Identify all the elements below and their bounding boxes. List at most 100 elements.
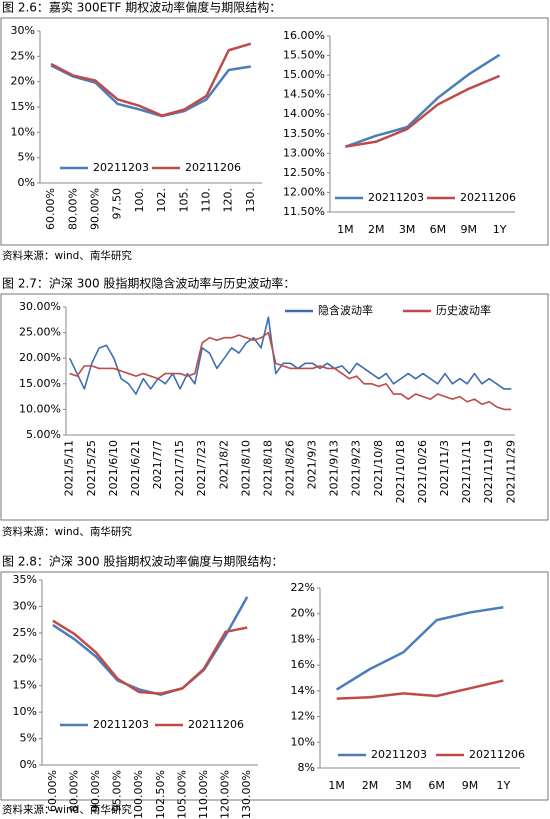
legend-label: 隐含波动率 (318, 303, 373, 317)
x-tick-label: 97.50 (111, 188, 124, 220)
y-tick-label: 14% (291, 684, 315, 697)
x-tick-label: 2021/8/26 (284, 440, 297, 496)
x-tick-label: 105. (177, 188, 190, 213)
y-tick-label: 12.50% (283, 166, 325, 179)
source: 资料来源：wind、南华研究 (2, 249, 132, 262)
x-tick-label: 100.00% (132, 770, 145, 819)
x-tick-label: 2021/8/2 (217, 440, 230, 489)
x-tick-label: 1Y (493, 223, 507, 236)
y-tick-label: 13.00% (283, 146, 325, 159)
y-tick-label: 30.00% (19, 300, 61, 313)
y-tick-label: 16.00% (283, 29, 325, 42)
series-line (68, 316, 512, 395)
y-tick-label: 30% (13, 599, 37, 612)
x-tick-label: 2021/6/21 (129, 440, 142, 496)
x-tick-label: 80.00% (67, 770, 80, 812)
caption: 图 2.6：嘉实 300ETF 期权波动率偏度与期限结构： (2, 0, 281, 15)
series-line (336, 679, 504, 700)
x-tick-label: 2021/7/23 (195, 440, 208, 496)
y-tick-label: 22% (291, 581, 315, 594)
y-tick-label: 5.00% (26, 428, 61, 441)
x-tick-label: 110.00% (197, 770, 210, 819)
x-tick-label: 102.50% (154, 770, 167, 819)
x-tick-label: 9M (461, 223, 478, 236)
y-tick-label: 10% (291, 735, 315, 748)
x-tick-label: 100. (133, 188, 146, 213)
x-tick-label: 2021/10/18 (394, 440, 407, 503)
x-tick-label: 9M (462, 779, 479, 792)
y-tick-label: 5% (20, 732, 37, 745)
y-tick-label: 0% (20, 758, 37, 771)
series-line (336, 606, 504, 691)
x-tick-label: 120. (222, 188, 235, 213)
x-tick-label: 130. (244, 188, 257, 213)
x-tick-label: 2021/10/8 (372, 440, 385, 496)
legend-label: 20211203 (93, 718, 149, 731)
x-tick-label: 1M (328, 779, 345, 792)
x-tick-label: 2M (368, 223, 385, 236)
x-tick-label: 1Y (496, 779, 510, 792)
series-line (69, 331, 512, 411)
x-tick-label: 2021/5/25 (85, 440, 98, 496)
y-tick-label: 20% (291, 607, 315, 620)
caption: 图 2.8：沪深 300 股指期权波动率偏度与期限结构： (2, 554, 283, 569)
x-tick-label: 2021/9/3 (306, 440, 319, 489)
x-tick-label: 2021/7/7 (151, 440, 164, 489)
x-tick-label: 110. (200, 188, 213, 213)
y-tick-label: 30% (11, 24, 35, 37)
legend-label: 20211206 (460, 191, 516, 204)
x-tick-label: 6M (428, 779, 445, 792)
y-tick-label: 12% (291, 710, 315, 723)
y-tick-label: 8% (298, 761, 315, 774)
x-tick-label: 130.00% (240, 770, 253, 819)
y-tick-label: 10% (11, 125, 35, 138)
legend-label: 20211206 (185, 161, 241, 174)
y-tick-label: 15.50% (283, 49, 325, 62)
x-tick-label: 90.00% (89, 188, 102, 230)
x-tick-label: 2021/7/15 (173, 440, 186, 496)
series-line (52, 619, 248, 695)
y-tick-label: 16% (291, 658, 315, 671)
y-tick-label: 25% (13, 626, 37, 639)
x-tick-label: 2021/9/13 (328, 440, 341, 496)
figure-frame (0, 293, 549, 521)
y-tick-label: 25.00% (19, 326, 61, 339)
x-tick-label: 90.00% (89, 770, 102, 812)
x-tick-label: 105.00% (175, 770, 188, 819)
y-tick-label: 12.00% (283, 185, 325, 198)
y-tick-label: 25% (11, 49, 35, 62)
y-tick-label: 0% (18, 176, 35, 189)
x-tick-label: 60.00% (44, 188, 57, 230)
y-tick-label: 14.00% (283, 107, 325, 120)
legend-label: 20211206 (188, 718, 244, 731)
x-tick-label: 3M (399, 223, 416, 236)
y-tick-label: 15.00% (19, 377, 61, 390)
y-tick-label: 20% (11, 75, 35, 88)
y-tick-label: 18% (291, 632, 315, 645)
y-tick-label: 5% (18, 151, 35, 164)
x-tick-label: 2021/11/11 (460, 440, 473, 503)
x-tick-label: 2021/11/3 (438, 440, 451, 496)
x-tick-label: 80.00% (66, 188, 79, 230)
figure-frame (0, 571, 549, 801)
y-tick-label: 20.00% (19, 351, 61, 364)
x-tick-label: 3M (395, 779, 412, 792)
y-tick-label: 35% (13, 573, 37, 586)
x-tick-label: 2021/10/26 (416, 440, 429, 503)
y-tick-label: 15.00% (283, 68, 325, 81)
figure-frame (0, 17, 549, 246)
legend-label: 20211203 (368, 191, 424, 204)
x-tick-label: 2021/11/29 (504, 440, 517, 503)
source: 资料来源：wind、南华研究 (2, 803, 132, 816)
x-tick-label: 60.00% (46, 770, 59, 812)
y-tick-label: 11.50% (283, 205, 325, 218)
legend-label: 20211203 (93, 161, 149, 174)
y-tick-label: 14.50% (283, 88, 325, 101)
legend-label: 历史波动率 (436, 303, 491, 317)
series-line (344, 53, 501, 148)
legend-label: 20211206 (469, 748, 525, 761)
series-line (50, 42, 252, 117)
x-tick-label: 6M (430, 223, 447, 236)
y-tick-label: 15% (13, 679, 37, 692)
